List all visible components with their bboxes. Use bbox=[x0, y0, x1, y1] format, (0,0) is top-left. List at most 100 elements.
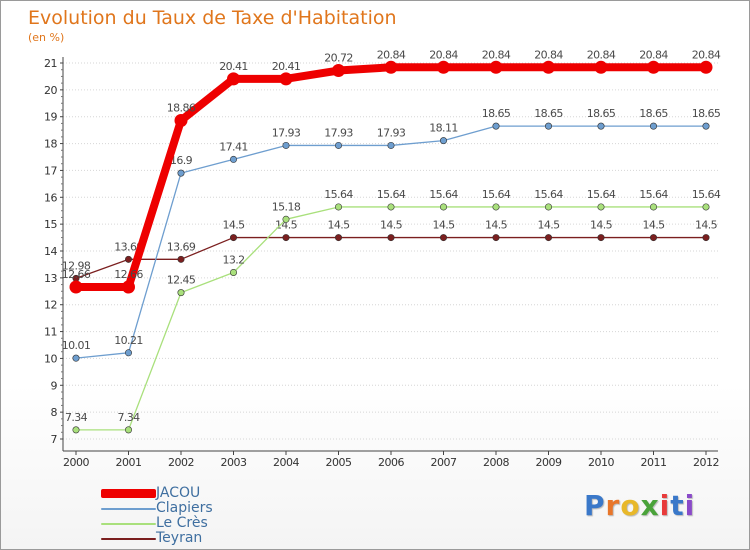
x-tick-label: 2012 bbox=[693, 456, 719, 469]
data-point bbox=[492, 122, 500, 130]
data-label: 14.5 bbox=[695, 219, 718, 232]
data-point bbox=[177, 169, 185, 177]
data-point bbox=[69, 280, 83, 294]
x-tick-label: 2005 bbox=[326, 456, 352, 469]
data-point bbox=[439, 234, 447, 242]
data-label: 18.65 bbox=[639, 107, 668, 120]
y-tick-label: 12 bbox=[44, 299, 57, 312]
data-label: 12.98 bbox=[62, 259, 91, 272]
series-le-cr-s: 7.34 7.34 12.45 13.2 15.18 15.64 15.64 15.64 15.… bbox=[65, 188, 721, 434]
logo-letter: x bbox=[640, 489, 660, 522]
data-label: 20.84 bbox=[429, 48, 458, 61]
logo-letter: i bbox=[684, 489, 696, 522]
data-label: 18.65 bbox=[587, 107, 616, 120]
data-point bbox=[594, 60, 608, 74]
data-point bbox=[72, 354, 80, 362]
x-tick-label: 2007 bbox=[431, 456, 457, 469]
data-label: 14.5 bbox=[537, 219, 560, 232]
data-label: 15.64 bbox=[587, 188, 616, 201]
data-point bbox=[332, 64, 345, 78]
data-point bbox=[439, 203, 447, 211]
data-point bbox=[282, 141, 290, 149]
x-tick-label: 2008 bbox=[483, 456, 509, 469]
data-label: 7.34 bbox=[65, 411, 88, 424]
y-tick-label: 10 bbox=[44, 352, 57, 365]
data-point bbox=[122, 280, 135, 294]
data-point bbox=[230, 234, 238, 242]
legend-swatch-clapiers bbox=[101, 508, 156, 510]
data-point bbox=[230, 155, 238, 163]
data-point bbox=[702, 203, 710, 211]
data-label: 15.64 bbox=[377, 188, 406, 201]
data-point bbox=[177, 289, 185, 297]
data-label: 15.64 bbox=[482, 188, 511, 201]
y-tick-label: 9 bbox=[51, 379, 58, 392]
legend-swatch-le-cres bbox=[101, 523, 156, 525]
data-label: 17.93 bbox=[377, 126, 406, 139]
data-point bbox=[174, 113, 188, 127]
data-point bbox=[387, 234, 395, 242]
data-point bbox=[279, 72, 293, 86]
data-point bbox=[492, 203, 500, 211]
data-label: 17.41 bbox=[219, 140, 248, 153]
data-label: 14.5 bbox=[485, 219, 508, 232]
data-label: 15.64 bbox=[429, 188, 458, 201]
data-point bbox=[649, 122, 657, 130]
x-tick-label: 2010 bbox=[588, 456, 614, 469]
data-point bbox=[282, 215, 290, 223]
data-label: 14.5 bbox=[222, 219, 245, 232]
data-label: 14.5 bbox=[590, 219, 613, 232]
data-label: 14.5 bbox=[380, 219, 403, 232]
data-point bbox=[230, 268, 238, 276]
data-point bbox=[125, 426, 133, 434]
proxiti-logo: Proxiti bbox=[584, 489, 695, 522]
x-tick-label: 2004 bbox=[273, 456, 299, 469]
data-label: 13.2 bbox=[222, 253, 244, 266]
data-label: 17.93 bbox=[324, 126, 353, 139]
data-label: 10.01 bbox=[62, 339, 91, 352]
data-label: 20.84 bbox=[534, 48, 563, 61]
y-tick-label: 8 bbox=[51, 406, 58, 419]
data-label: 20.41 bbox=[272, 60, 301, 73]
data-point bbox=[544, 234, 552, 242]
data-point bbox=[387, 141, 395, 149]
data-point bbox=[437, 60, 450, 74]
data-point bbox=[649, 234, 657, 242]
x-tick-label: 2006 bbox=[378, 456, 404, 469]
y-tick-label: 15 bbox=[44, 218, 57, 231]
logo-letter: r bbox=[605, 489, 621, 522]
y-tick-label: 19 bbox=[44, 111, 57, 124]
data-label: 20.84 bbox=[639, 48, 668, 61]
y-axis-unit: (en %) bbox=[28, 31, 65, 44]
data-point bbox=[384, 60, 398, 74]
logo-letter: i bbox=[659, 489, 671, 522]
data-label: 18.86 bbox=[167, 101, 196, 114]
y-tick-label: 11 bbox=[44, 326, 57, 339]
data-label: 20.72 bbox=[324, 52, 353, 65]
data-label: 20.84 bbox=[692, 48, 721, 61]
x-tick-label: 2003 bbox=[221, 456, 247, 469]
data-point bbox=[647, 60, 660, 74]
logo-letter: o bbox=[620, 489, 641, 522]
data-point bbox=[125, 255, 133, 263]
data-point bbox=[439, 137, 447, 145]
data-point bbox=[544, 203, 552, 211]
data-label: 14.5 bbox=[327, 219, 350, 232]
data-point bbox=[489, 60, 503, 74]
data-label: 15.18 bbox=[272, 200, 301, 213]
data-point bbox=[699, 60, 713, 74]
y-tick-label: 7 bbox=[51, 433, 58, 446]
x-tick-label: 2001 bbox=[116, 456, 142, 469]
legend-swatch-teyran bbox=[101, 538, 156, 540]
data-label: 15.64 bbox=[639, 188, 668, 201]
legend-label-teyran: Teyran bbox=[156, 530, 203, 546]
x-tick-label: 2002 bbox=[168, 456, 194, 469]
data-label: 15.64 bbox=[324, 188, 353, 201]
data-label: 7.34 bbox=[117, 411, 140, 424]
data-label: 15.64 bbox=[534, 188, 563, 201]
y-tick-label: 18 bbox=[44, 138, 57, 151]
data-label: 14.5 bbox=[275, 219, 298, 232]
